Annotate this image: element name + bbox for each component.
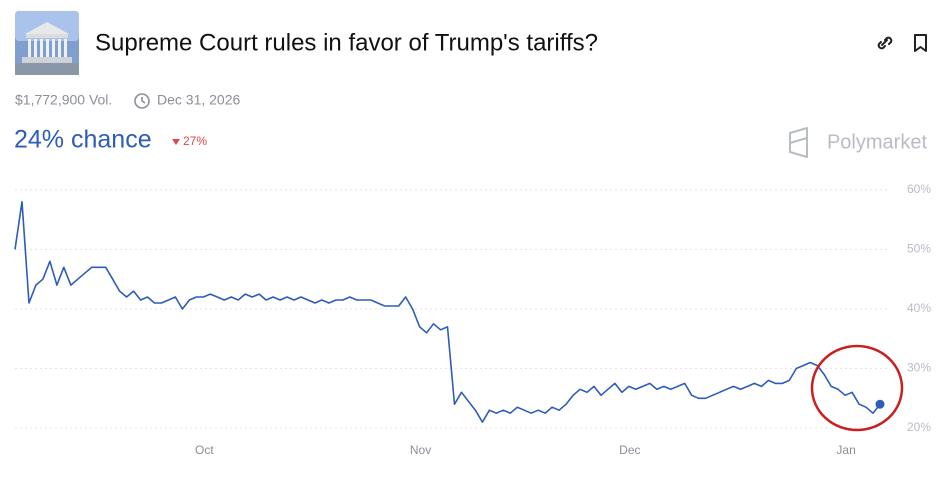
line [14,201,881,423]
volume: $1,772,900 Vol. [15,92,112,108]
end-date: Dec 31, 2026 [157,92,240,108]
end-point [875,399,885,409]
market-title: Supreme Court rules in favor of Trump's … [95,29,598,56]
brand-name: Polymarket [827,131,927,153]
y-tick-label: 20% [907,420,931,434]
x-tick-label: Jan [836,443,855,457]
y-tick-label: 60% [907,182,931,196]
y-tick-label: 50% [907,242,931,256]
clock-icon [134,93,150,109]
x-tick-label: Nov [410,443,431,457]
chance: 24% chance [14,126,152,154]
down-arrow [172,139,180,145]
bookmark-icon[interactable] [914,34,927,52]
brand-logo [789,127,808,158]
x-tick-label: Oct [195,443,214,457]
y-tick-label: 30% [907,361,931,375]
link-icon[interactable] [877,36,893,50]
y-tick-label: 40% [907,301,931,315]
market-thumbnail[interactable] [15,11,79,75]
highlight-circle [810,344,904,432]
x-tick-label: Dec [619,443,640,457]
change: 27% [183,134,207,148]
